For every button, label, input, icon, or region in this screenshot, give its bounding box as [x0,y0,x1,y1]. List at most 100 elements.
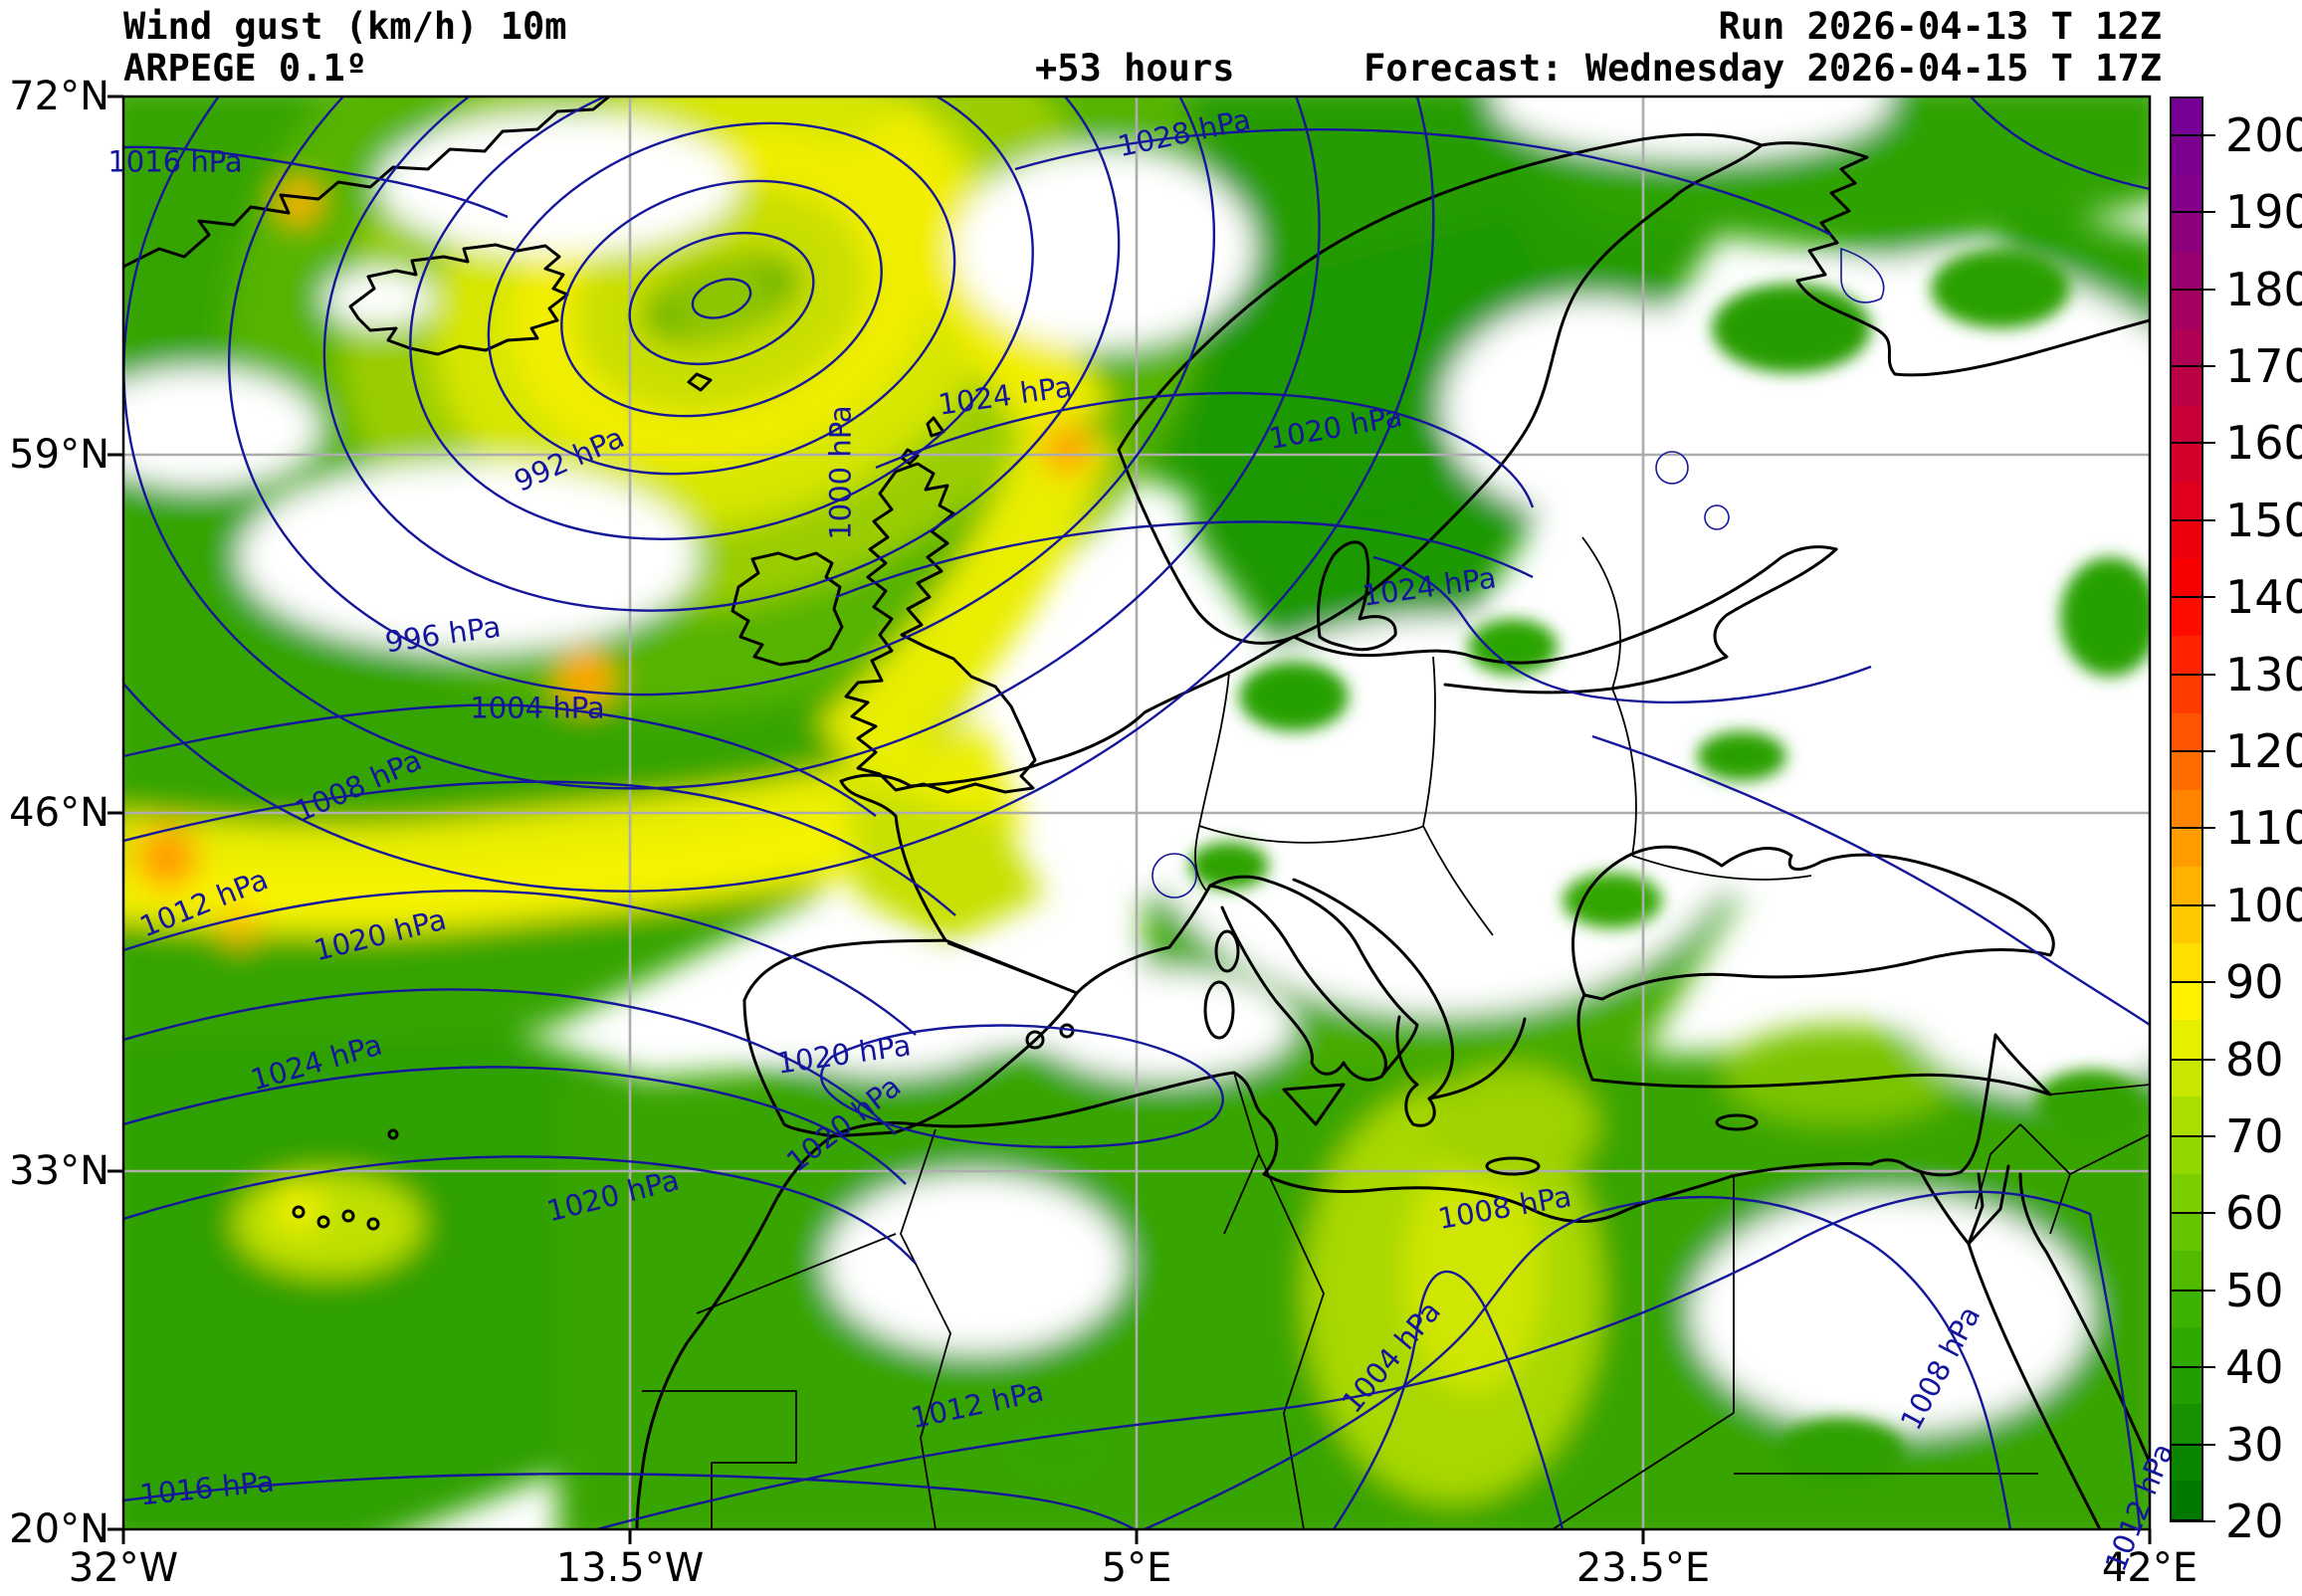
lon-tick-label: 13.5°W [555,1545,705,1591]
axis-ticks [107,95,2152,1544]
isobar-layer [123,97,2150,1529]
colorbar-tick [2170,133,2215,136]
colorbar-tick-label: 180 [2225,262,2302,316]
colorbar-segment [2172,482,2201,521]
colorbar-segment [2172,1097,2201,1136]
colorbar-segment [2172,712,2201,752]
colorbar-tick-label: 30 [2225,1417,2284,1472]
colorbar-segment [2172,1212,2201,1251]
colorbar-segment [2172,674,2201,713]
colorbar-segment [2172,1020,2201,1059]
colorbar-segment [2172,1250,2201,1290]
colorbar-segment [2172,405,2201,445]
colorbar-tick [2170,596,2215,599]
colorbar-segment [2172,213,2201,253]
colorbar-tick-label: 120 [2225,723,2302,778]
coastline-layer [123,97,2150,1529]
colorbar-tick-label: 140 [2225,570,2302,625]
colorbar-tick [2170,442,2215,445]
colorbar-segment [2172,252,2201,291]
model-label: ARPEGE 0.1º [123,47,368,90]
colorbar-tick-label: 160 [2225,416,2302,471]
lat-tick-label: 59°N [9,432,109,478]
lat-tick-label: 72°N [9,74,109,119]
colorbar-tick-label: 80 [2225,1032,2284,1087]
colorbar-tick [2170,673,2215,676]
lat-tick-label: 20°N [9,1506,109,1552]
colorbar-tick [2170,1443,2215,1446]
isobar-label: 1000 hPa [823,405,858,540]
colorbar-tick-label: 70 [2225,1108,2284,1163]
lon-tick-label: 32°W [68,1545,179,1591]
colorbar-segment [2172,866,2201,905]
colorbar-tick [2170,211,2215,214]
colorbar-segment [2172,751,2201,790]
colorbar-tick [2170,1289,2215,1292]
colorbar-segment [2172,1289,2201,1328]
lead-time-label: +53 hours [1035,47,1235,90]
colorbar-segment [2172,291,2201,329]
graticule-layer [123,97,2150,1529]
colorbar-segment [2172,904,2201,944]
map-title: Wind gust (km/h) 10m [123,5,567,48]
colorbar-segment [2172,828,2201,867]
colorbar-tick [2170,1058,2215,1061]
colorbar-tick-label: 190 [2225,185,2302,240]
colorbar-tick-label: 110 [2225,801,2302,856]
lon-tick-label: 5°E [1101,1545,1172,1591]
colorbar-segment [2172,367,2201,406]
colorbar-tick [2170,749,2215,752]
colorbar-tick [2170,1366,2215,1369]
colorbar-tick [2170,981,2215,984]
colorbar-segment [2172,1365,2201,1405]
colorbar-tick-label: 40 [2225,1340,2284,1395]
colorbar-segment [2172,1404,2201,1443]
run-label: Run 2026-04-13 T 12Z [1718,5,2162,48]
colorbar-segment [2172,943,2201,982]
colorbar-segment [2172,789,2201,829]
colorbar-tick [2170,1212,2215,1215]
colorbar-segment [2172,520,2201,560]
colorbar-segment [2172,559,2201,598]
colorbar-tick-label: 130 [2225,647,2302,701]
colorbar-tick [2170,1134,2215,1137]
isobar-label: 1004 hPa [470,691,605,725]
colorbar-tick [2170,903,2215,906]
lon-tick-label: 23.5°E [1575,1545,1711,1591]
colorbar-segment [2172,597,2201,637]
colorbar-tick-label: 200 [2225,107,2302,162]
colorbar-segment [2172,1173,2201,1213]
colorbar-tick-label: 170 [2225,338,2302,393]
colorbar-segment [2172,1327,2201,1366]
colorbar-segments [2170,97,2203,1521]
colorbar-segment [2172,175,2201,214]
colorbar-segment [2172,1135,2201,1174]
lon-tick-label: 42°E [2101,1545,2198,1591]
lat-tick-label: 46°N [9,790,109,836]
borders-layer [642,536,2150,1529]
colorbar-tick [2170,518,2215,521]
colorbar-tick-label: 100 [2225,878,2302,932]
colorbar-segment [2172,136,2201,176]
colorbar-tick [2170,827,2215,830]
colorbar-tick-label: 20 [2225,1495,2284,1548]
forecast-label: Forecast: Wednesday 2026-04-15 T 17Z [1363,47,2162,90]
colorbar-tick-label: 90 [2225,955,2284,1010]
colorbar-segment [2172,444,2201,483]
colorbar: 200 190 180 170 160 150 140 130 120 110 100 90 80 70 6… [2170,97,2302,1559]
colorbar-segment [2172,1058,2201,1097]
colorbar-segment [2172,636,2201,675]
colorbar-tick-label: 60 [2225,1186,2284,1241]
isobar-label: 1016 hPa [107,144,243,179]
colorbar-segment [2172,328,2201,368]
colorbar-tick [2170,364,2215,367]
colorbar-segment [2172,981,2201,1021]
lat-tick-label: 33°N [9,1148,109,1194]
wind-field-layer [123,97,2150,1529]
colorbar-tick-label: 150 [2225,493,2302,547]
colorbar-segment [2172,1442,2201,1482]
colorbar-segment [2172,99,2201,137]
colorbar-tick-label: 50 [2225,1263,2284,1317]
